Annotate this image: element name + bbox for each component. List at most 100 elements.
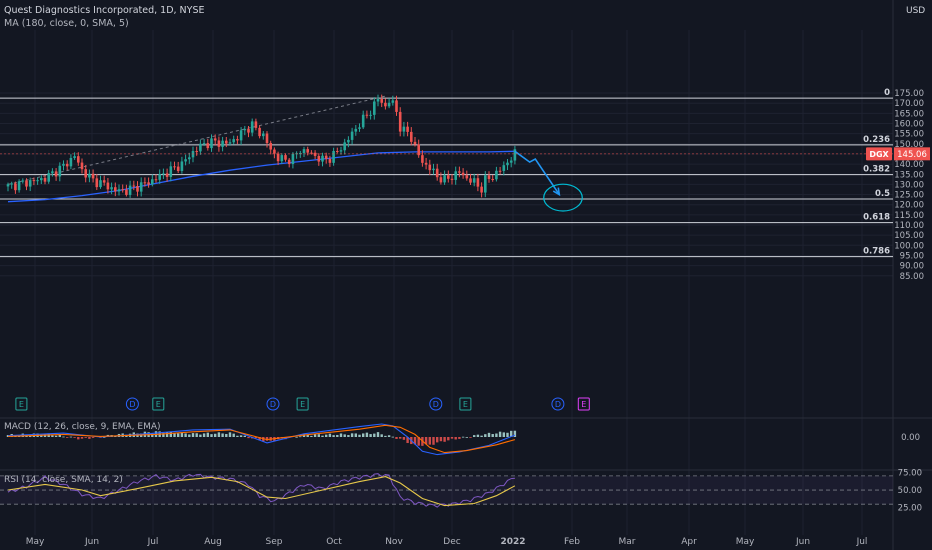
earnings-event-marker[interactable] bbox=[459, 397, 472, 411]
projection-arrowhead bbox=[552, 187, 561, 197]
event-marker-label: E bbox=[581, 400, 586, 409]
macd-histogram-bar bbox=[350, 433, 354, 437]
earnings-event-marker[interactable] bbox=[296, 397, 309, 411]
macd-histogram-bar bbox=[214, 433, 217, 437]
candle-body bbox=[114, 187, 117, 192]
time-tick-label: Oct bbox=[326, 537, 342, 547]
macd-histogram-bar bbox=[225, 433, 228, 437]
macd-histogram-bar bbox=[306, 434, 309, 437]
price-tick-label: 150.00 bbox=[894, 140, 924, 150]
rsi-pane[interactable] bbox=[0, 473, 893, 508]
candle-body bbox=[47, 173, 50, 182]
candle-body bbox=[195, 151, 198, 153]
candle-body bbox=[421, 155, 424, 163]
candle-body bbox=[243, 129, 247, 131]
earnings-event-marker[interactable] bbox=[15, 397, 28, 411]
candle-body bbox=[258, 127, 261, 137]
candle-body bbox=[40, 178, 43, 181]
macd-histogram-bar bbox=[69, 436, 73, 438]
macd-histogram-bar bbox=[243, 435, 246, 437]
macd-histogram-bar bbox=[66, 437, 69, 438]
macd-histogram-bar bbox=[77, 437, 80, 440]
rsi-ma-line bbox=[7, 476, 516, 507]
fib-trend-line bbox=[7, 95, 386, 185]
price-axis[interactable]: 85.0090.0095.00100.00105.00110.00115.001… bbox=[866, 89, 930, 514]
macd-histogram-bar bbox=[51, 435, 54, 437]
time-tick-label: Dec bbox=[443, 537, 460, 547]
macd-histogram-bar bbox=[510, 430, 513, 437]
macd-histogram-bar bbox=[258, 437, 261, 441]
price-tick-label: 110.00 bbox=[894, 221, 924, 231]
macd-histogram-bar bbox=[325, 434, 328, 437]
candle-body bbox=[491, 178, 494, 180]
macd-histogram-bar bbox=[199, 434, 202, 437]
event-marker-label: E bbox=[300, 400, 305, 409]
candle-body bbox=[117, 189, 121, 192]
candle-body bbox=[236, 139, 239, 141]
candle-body bbox=[317, 155, 321, 162]
candle-body bbox=[65, 163, 69, 167]
ticker-label: DGX bbox=[869, 150, 889, 159]
candle-body bbox=[406, 126, 409, 132]
dividend-event-marker[interactable] bbox=[551, 397, 565, 411]
price-tick-label: 100.00 bbox=[894, 241, 924, 251]
macd-histogram-bar bbox=[476, 434, 480, 437]
candle-body bbox=[284, 155, 287, 160]
earnings-event-marker[interactable] bbox=[152, 397, 165, 411]
event-marker-label: E bbox=[463, 400, 468, 409]
candle-body bbox=[32, 180, 36, 182]
macd-histogram-bar bbox=[262, 437, 265, 442]
earnings-event-marker[interactable] bbox=[577, 397, 590, 411]
macd-histogram-bar bbox=[454, 437, 457, 440]
time-axis[interactable]: May Jun Jul Aug Sep Oct Nov Dec 2022 Feb Mar Apr May… bbox=[26, 537, 868, 547]
candle-body bbox=[413, 141, 417, 145]
macd-histogram-bar bbox=[424, 437, 428, 445]
candle-body bbox=[276, 153, 280, 162]
candle-body bbox=[21, 180, 25, 182]
macd-histogram-bar bbox=[384, 435, 387, 437]
macd-histogram-bar bbox=[313, 434, 317, 437]
price-pane[interactable]: 0 0.236 0.382 0.5 0.618 0.786 E D E D E D E D E bbox=[0, 88, 893, 411]
macd-histogram-bar bbox=[354, 433, 357, 437]
chart-title: Quest Diagnostics Incorporated, 1D, NYSE bbox=[4, 5, 205, 16]
macd-histogram-bar bbox=[395, 437, 398, 439]
dividend-event-marker[interactable] bbox=[266, 397, 280, 411]
candle-body bbox=[454, 171, 457, 180]
macd-histogram-bar bbox=[343, 434, 346, 437]
candle-body bbox=[395, 100, 398, 112]
macd-histogram-bar bbox=[487, 432, 491, 437]
macd-histogram-bar bbox=[495, 433, 498, 437]
macd-histogram-bar bbox=[202, 433, 206, 437]
price-tick-label: 165.00 bbox=[894, 109, 924, 119]
candle-body bbox=[495, 170, 498, 180]
candle-body bbox=[154, 179, 158, 181]
candle-body bbox=[43, 178, 47, 182]
macd-histogram-bar bbox=[362, 433, 365, 437]
candle-body bbox=[484, 175, 487, 193]
candle-body bbox=[347, 139, 350, 143]
macd-histogram-bar bbox=[299, 436, 302, 438]
macd-pane[interactable] bbox=[6, 423, 517, 456]
macd-histogram-bar bbox=[295, 436, 298, 438]
candle-body bbox=[143, 182, 147, 184]
candle-body bbox=[502, 165, 506, 171]
candle-body bbox=[498, 170, 502, 172]
candle-body bbox=[402, 126, 406, 132]
candle-body bbox=[287, 159, 291, 165]
dividend-event-marker[interactable] bbox=[125, 397, 139, 411]
macd-histogram-bar bbox=[380, 434, 383, 437]
fib-level-label: 0.5 bbox=[875, 189, 890, 199]
candle-body bbox=[147, 182, 150, 185]
macd-histogram-bar bbox=[469, 437, 472, 438]
macd-histogram-bar bbox=[239, 435, 243, 437]
candle-body bbox=[321, 155, 324, 162]
macd-histogram-bar bbox=[458, 437, 461, 439]
price-tick-label: 120.00 bbox=[894, 201, 924, 211]
macd-histogram-bar bbox=[465, 436, 468, 438]
candle-body bbox=[250, 121, 254, 133]
dividend-event-marker[interactable] bbox=[429, 397, 443, 411]
event-marker-label: D bbox=[555, 400, 561, 409]
candle-body bbox=[354, 128, 358, 132]
macd-histogram-bar bbox=[498, 431, 502, 437]
